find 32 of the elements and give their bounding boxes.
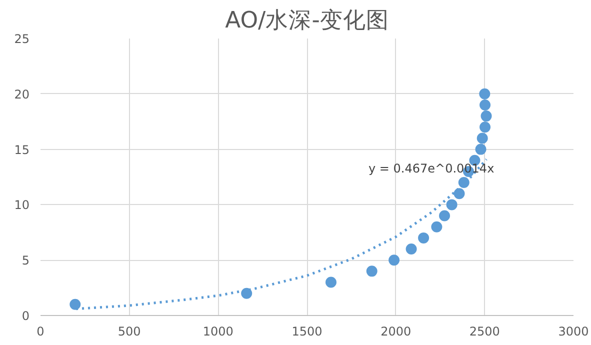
- y-tick-label: 0: [22, 309, 30, 323]
- y-tick-label: 25: [14, 32, 30, 46]
- y-tick-label: 15: [14, 142, 30, 157]
- point: [366, 266, 378, 277]
- x-tick-label: 2000: [380, 324, 412, 338]
- point: [480, 122, 491, 133]
- point: [458, 177, 470, 188]
- x-tick-label: 1500: [292, 324, 322, 338]
- point: [446, 199, 458, 210]
- point: [479, 88, 490, 100]
- point: [241, 288, 252, 299]
- x-tick-label: 0: [36, 324, 44, 338]
- point: [439, 210, 450, 222]
- point: [475, 144, 486, 155]
- y-tick-label: 10: [14, 198, 30, 212]
- point: [418, 232, 430, 244]
- point: [454, 188, 465, 200]
- point: [388, 254, 400, 266]
- x-tick-label: 500: [118, 324, 141, 338]
- y-tick-label: 20: [14, 87, 30, 102]
- point: [480, 110, 492, 122]
- point: [325, 276, 336, 288]
- point: [476, 132, 488, 144]
- point: [480, 99, 491, 110]
- y-tick-label: 5: [22, 254, 30, 268]
- x-tick-label: 1000: [202, 324, 234, 338]
- point: [70, 298, 81, 310]
- chart-title: AO/水深-变化图: [225, 8, 389, 34]
- x-tick-label: 3000: [558, 324, 589, 338]
- x-tick-label: 2500: [469, 324, 500, 338]
- point: [431, 221, 442, 232]
- point: [406, 244, 417, 255]
